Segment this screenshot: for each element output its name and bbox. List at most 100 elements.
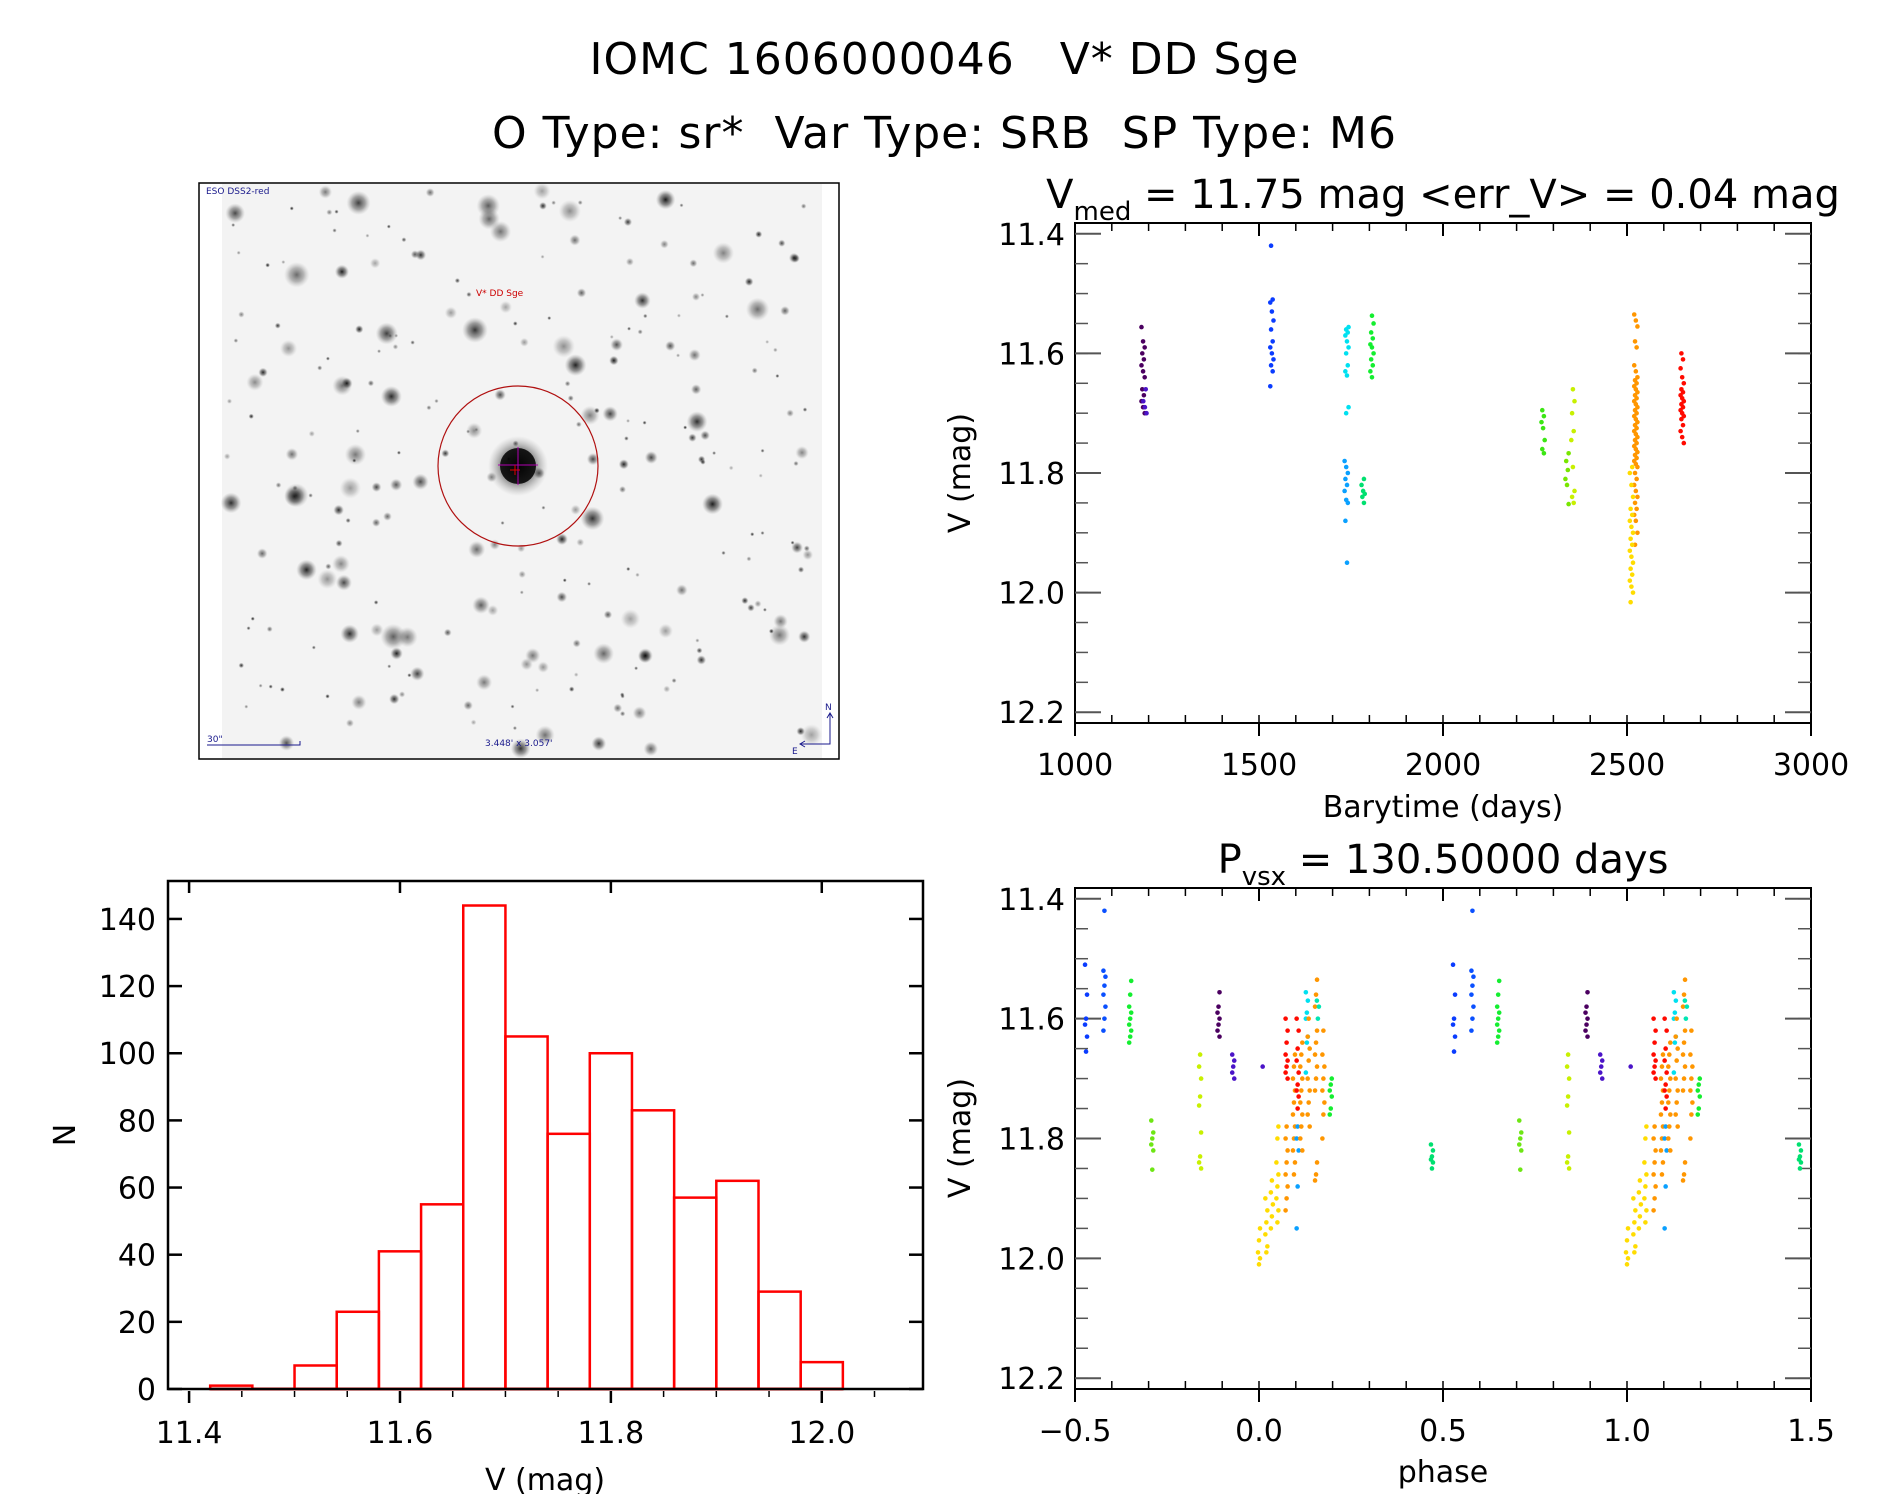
finder-star <box>265 262 271 268</box>
phase-point <box>1316 1004 1322 1009</box>
phase-point <box>1101 968 1106 974</box>
phase-point <box>1217 989 1222 995</box>
phase-point <box>1636 1226 1642 1231</box>
finder-star <box>289 206 294 211</box>
phase-point <box>1798 1160 1804 1165</box>
light-curve-point <box>1539 446 1545 452</box>
phase-point <box>1300 1040 1305 1045</box>
phase-point <box>1653 1076 1658 1081</box>
phase-point <box>1682 1028 1688 1033</box>
light-curve-point <box>1271 357 1276 362</box>
finder-star <box>671 678 677 684</box>
light-curve-point <box>1630 530 1636 536</box>
phase-point <box>1103 1004 1108 1009</box>
finder-star <box>355 325 364 334</box>
light-curve-point <box>1270 369 1275 374</box>
finder-star <box>346 190 371 215</box>
phase-point <box>1663 1124 1668 1129</box>
finder-star <box>691 292 701 301</box>
phase-point <box>1653 1028 1658 1033</box>
phase-point <box>1300 1076 1305 1081</box>
phase-point <box>1696 1082 1702 1087</box>
phase-point <box>1329 1094 1335 1099</box>
histogram-bar <box>335 1310 381 1391</box>
finder-star <box>466 429 471 434</box>
light-curve-xtick-label: 2000 <box>1405 748 1481 783</box>
phase-point <box>1690 1064 1695 1069</box>
phase-point <box>1598 1064 1604 1069</box>
light-curve-point <box>1267 345 1273 350</box>
phase-point <box>1681 1040 1687 1045</box>
light-curve-point <box>1343 476 1348 482</box>
phase-point <box>1564 1160 1570 1165</box>
phase-point <box>1269 1214 1275 1219</box>
phase-point <box>1672 1010 1678 1015</box>
phase-point <box>1797 1166 1803 1171</box>
light-curve-point <box>1628 506 1633 512</box>
histogram-bars <box>208 904 845 1391</box>
finder-star <box>547 316 552 321</box>
light-curve-ytick-label: 12.2 <box>998 696 1065 731</box>
phase-point <box>1671 989 1677 995</box>
light-curve-point <box>1679 351 1684 356</box>
finder-star <box>345 719 354 728</box>
finder-star <box>747 603 755 612</box>
light-curve-point <box>1566 450 1571 456</box>
finder-star <box>268 684 273 689</box>
phase-point <box>1304 1040 1310 1045</box>
finder-star <box>689 259 698 268</box>
light-curve-frame <box>1074 222 1812 724</box>
light-curve-point <box>1679 434 1685 440</box>
phase-point <box>1597 1052 1603 1057</box>
finder-star <box>371 518 381 527</box>
phase-point <box>1565 1052 1571 1057</box>
light-curve-point <box>1368 330 1374 335</box>
light-curve-point <box>1371 321 1376 326</box>
light-curve-point <box>1630 590 1636 595</box>
phase-point <box>1127 1016 1133 1021</box>
phase-point <box>1660 1052 1666 1057</box>
phase-title: Pvsx = 130.50000 days <box>1218 837 1669 892</box>
finder-star <box>238 662 245 669</box>
phase-axes: −0.5 0.0 0.5 1.0 1.5 11.4 11.6 11.8 12.0 12.2 <box>998 883 1835 1449</box>
finder-star <box>577 200 583 206</box>
phase-point <box>1305 1076 1310 1081</box>
finder-star <box>325 563 332 570</box>
finder-star <box>573 672 579 677</box>
finder-star <box>332 228 337 233</box>
phase-point <box>1321 1076 1326 1081</box>
light-curve-xtick-label: 3000 <box>1773 748 1849 783</box>
phase-point <box>1652 1160 1657 1165</box>
histogram-ytick-label: 80 <box>118 1104 156 1139</box>
light-curve-plot: Vmed = 11.75 mag <err_V> = 0.04 mag 1000… <box>943 172 1849 825</box>
phase-point <box>1198 1166 1204 1171</box>
phase-point <box>1270 1202 1276 1207</box>
light-curve-point <box>1269 309 1275 314</box>
finder-star <box>700 459 706 465</box>
finder-star <box>663 685 671 693</box>
phase-point <box>1642 1160 1647 1165</box>
page-title: IOMC 1606000046 V* DD Sge <box>589 34 1300 85</box>
phase-point <box>1689 1028 1694 1033</box>
phase-point <box>1566 1130 1572 1135</box>
finder-star <box>643 313 648 319</box>
phase-point <box>1684 1004 1690 1009</box>
phase-point <box>1682 977 1688 982</box>
phase-point <box>1320 1052 1325 1057</box>
finder-star <box>755 230 763 238</box>
finder-chart: ESO DSS2-red V* DD Sge 30" 3.448' x 3.05… <box>198 182 840 760</box>
phase-point <box>1263 1196 1268 1201</box>
light-curve-point <box>1343 333 1348 338</box>
phase-point <box>1231 1058 1237 1063</box>
phase-point <box>1329 1076 1335 1081</box>
phase-point <box>1663 1046 1668 1051</box>
finder-star <box>225 203 246 224</box>
finder-star <box>444 306 458 319</box>
finder-star <box>388 693 400 705</box>
finder-star <box>371 482 382 493</box>
finder-star <box>688 348 701 362</box>
phase-point <box>1229 1070 1235 1075</box>
finder-star <box>576 538 585 547</box>
phase-point <box>1126 1022 1132 1027</box>
light-curve-point <box>1681 380 1687 386</box>
